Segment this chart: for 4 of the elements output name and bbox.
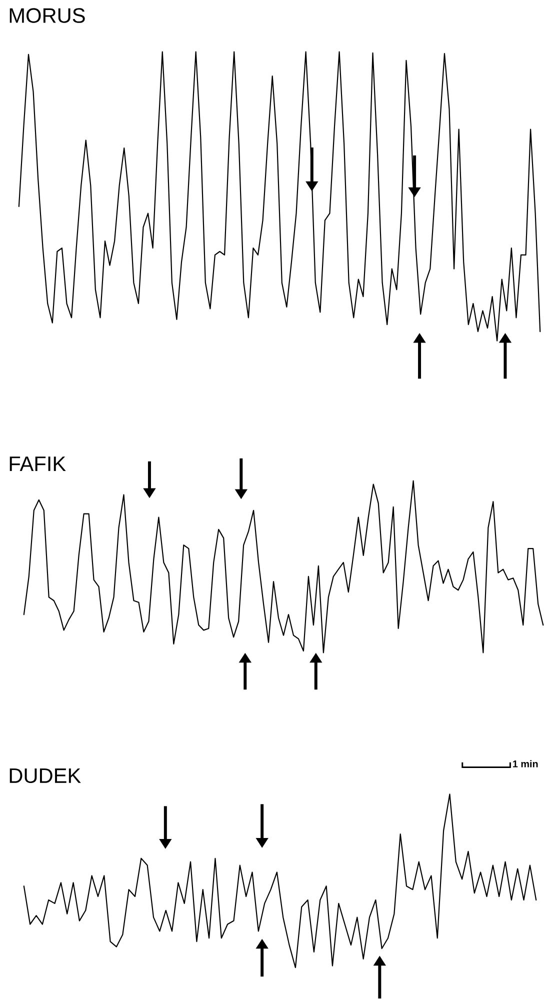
- chart-title: DUDEK: [10, 768, 81, 784]
- text: 1 min: [512, 760, 538, 768]
- chart-title: FAFIK: [10, 456, 66, 471]
- chart-title: MORUS: [10, 8, 85, 23]
